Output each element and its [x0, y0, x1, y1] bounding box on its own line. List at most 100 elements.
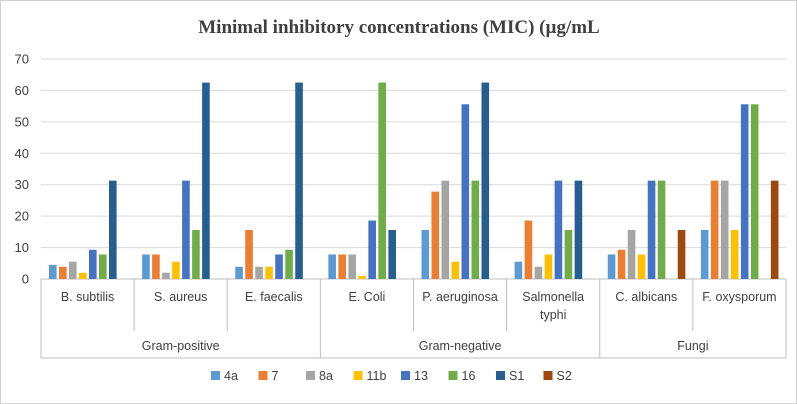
bar-16-0	[99, 254, 107, 279]
bar-8a-2	[255, 266, 263, 279]
legend-swatch	[258, 371, 268, 380]
legend-entry: 7	[272, 369, 279, 383]
category-label: E. Coli	[349, 290, 386, 304]
legend-entry: 4a	[224, 369, 238, 383]
bar-11b-1	[172, 261, 180, 279]
category-label: typhi	[540, 308, 566, 322]
bar-16-6	[657, 180, 666, 279]
bar-4a-3	[328, 254, 336, 279]
bar-7-6	[617, 249, 626, 279]
bar-S1-3	[388, 229, 396, 279]
legend-swatch	[543, 371, 553, 380]
bar-8a-5	[534, 266, 543, 279]
bar-8a-4	[441, 180, 450, 279]
legend-entry: S2	[557, 369, 572, 383]
bar-13-0	[89, 249, 97, 279]
bar-S1-4	[481, 82, 490, 279]
y-tick-label: 40	[15, 146, 29, 161]
bar-13-7	[740, 104, 749, 279]
legend-swatch	[211, 371, 220, 380]
bar-7-2	[245, 229, 253, 279]
bar-11b-4	[451, 261, 460, 279]
x-axis: B. subtilis S. aureus E. faecalis E. Coli P.…	[40, 279, 787, 359]
bar-11b-0	[79, 272, 87, 279]
bar-4a-2	[235, 266, 243, 279]
bar-S1-5	[574, 180, 583, 279]
category-label: Salmonella	[522, 290, 584, 304]
bar-4a-4	[421, 229, 430, 279]
bar-S1-0	[109, 180, 117, 279]
y-tick-label: 20	[15, 209, 29, 224]
bar-4a-0	[49, 264, 57, 279]
legend: 4a 7 8a 11b 13 16 S1 S2	[211, 369, 572, 383]
bar-7-5	[524, 220, 533, 279]
bar-7-4	[431, 191, 440, 279]
legend-swatch	[353, 371, 363, 380]
bar-13-1	[182, 180, 190, 279]
group-label: Gram-positive	[142, 339, 220, 353]
bar-4a-6	[607, 254, 616, 279]
legend-swatch	[306, 371, 315, 380]
bar-S2-6	[677, 229, 686, 279]
y-tick-label: 0	[22, 272, 29, 287]
category-label: E. faecalis	[245, 290, 303, 304]
category-label: P. aeruginosa	[422, 290, 498, 304]
bar-8a-3	[348, 254, 356, 279]
category-label: B. subtilis	[61, 290, 115, 304]
bar-16-4	[471, 180, 480, 279]
bar-11b-3	[358, 275, 366, 279]
y-tick-label: 50	[15, 114, 29, 129]
bar-11b-6	[637, 254, 646, 279]
bar-16-2	[285, 249, 293, 279]
bar-S1-1	[202, 82, 210, 279]
bar-16-5	[564, 229, 573, 279]
bar-16-1	[192, 229, 200, 279]
category-label: S. aureus	[154, 290, 208, 304]
legend-swatch	[401, 371, 410, 380]
y-tick-label: 10	[15, 240, 29, 255]
bar-16-3	[378, 82, 386, 279]
legend-entry: 13	[414, 369, 428, 383]
bar-4a-1	[142, 254, 150, 279]
legend-swatch	[448, 371, 458, 380]
bar-4a-7	[700, 229, 709, 279]
bar-8a-7	[720, 180, 729, 279]
y-axis: 0 10 20 30 40 50 60 70	[15, 52, 786, 287]
bar-8a-6	[627, 229, 636, 279]
bar-series	[49, 82, 779, 279]
bar-S2-7	[770, 180, 779, 279]
legend-entry: 11b	[367, 369, 387, 383]
category-label: C. albicans	[615, 290, 677, 304]
legend-entry: 8a	[319, 369, 333, 383]
bar-11b-7	[730, 229, 739, 279]
chart-title: Minimal inhibitory concentrations (MIC) …	[198, 17, 599, 38]
y-tick-label: 70	[15, 52, 29, 67]
legend-entry: S1	[509, 369, 524, 383]
bar-13-5	[554, 180, 563, 279]
bar-13-6	[647, 180, 656, 279]
bar-4a-5	[514, 261, 523, 279]
category-label: F. oxysporum	[702, 290, 776, 304]
bar-11b-5	[544, 254, 553, 279]
y-tick-label: 30	[15, 177, 29, 192]
bar-8a-1	[162, 272, 170, 279]
bar-13-2	[275, 254, 283, 279]
legend-entry: 16	[462, 369, 476, 383]
bar-S1-2	[295, 82, 303, 279]
bar-7-1	[152, 254, 160, 279]
bar-13-4	[461, 104, 470, 279]
y-tick-label: 60	[15, 83, 29, 98]
gridlines	[41, 58, 786, 249]
bar-7-3	[338, 254, 346, 279]
bar-16-7	[750, 104, 759, 279]
bar-8a-0	[69, 261, 77, 279]
legend-swatch	[496, 371, 505, 380]
group-label: Fungi	[677, 339, 708, 353]
bar-13-3	[368, 220, 376, 279]
bar-7-7	[710, 180, 719, 279]
group-label: Gram-negative	[419, 339, 502, 353]
bar-11b-2	[265, 266, 273, 279]
bar-7-0	[59, 266, 67, 279]
